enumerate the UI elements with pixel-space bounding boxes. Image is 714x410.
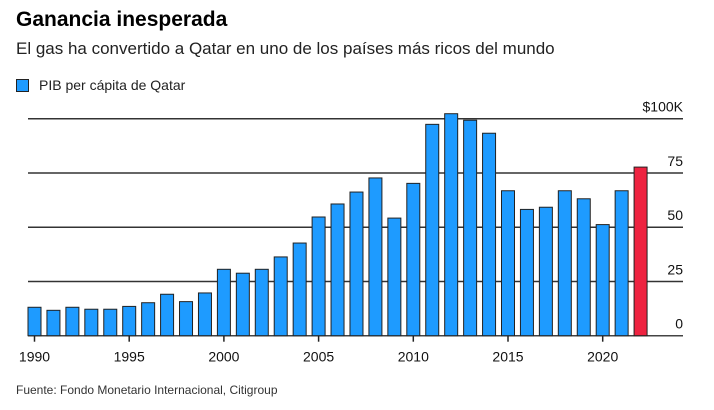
y-tick-label: 75 xyxy=(667,153,683,169)
bar-2022 xyxy=(633,166,648,337)
bar-2004 xyxy=(292,242,307,337)
bar-2017 xyxy=(538,206,553,337)
x-tick-label: 1995 xyxy=(114,349,145,365)
bar-1993 xyxy=(84,308,99,337)
bar-2005 xyxy=(311,216,326,337)
bar-1990 xyxy=(27,306,42,337)
bar-2013 xyxy=(463,119,478,337)
bar-2021 xyxy=(614,190,629,337)
bar-2002 xyxy=(254,268,269,337)
bar-2011 xyxy=(425,123,440,337)
bar-2010 xyxy=(406,182,421,337)
bar-1994 xyxy=(103,308,118,337)
bar-2016 xyxy=(519,208,534,337)
bar-2000 xyxy=(216,268,231,337)
legend: PIB per cápita de Qatar xyxy=(16,77,185,93)
legend-label: PIB per cápita de Qatar xyxy=(39,77,186,93)
x-tick-label: 1990 xyxy=(19,349,50,365)
bar-2019 xyxy=(576,198,591,337)
bar-1999 xyxy=(197,292,212,337)
bar-2008 xyxy=(368,177,383,337)
chart-title: Ganancia inesperada xyxy=(16,8,228,31)
bar-2009 xyxy=(387,217,402,337)
bar-2006 xyxy=(330,203,345,337)
source-note: Fuente: Fondo Monetario Internacional, C… xyxy=(16,383,278,397)
bar-1995 xyxy=(122,305,137,337)
x-tick-label: 2020 xyxy=(587,349,618,365)
bar-2020 xyxy=(595,224,610,337)
bar-2012 xyxy=(444,113,459,337)
x-tick-label: 2010 xyxy=(398,349,429,365)
y-tick-label: 50 xyxy=(667,207,683,223)
bar-1998 xyxy=(179,301,194,337)
legend-swatch xyxy=(16,78,29,92)
bar-2007 xyxy=(349,191,364,337)
x-tick-label: 2000 xyxy=(208,349,239,365)
bar-1997 xyxy=(160,293,175,337)
x-tick-label: 2015 xyxy=(492,349,523,365)
bar-2018 xyxy=(557,190,572,337)
bar-2001 xyxy=(235,272,250,337)
bar-2015 xyxy=(501,190,515,337)
y-tick-label: 0 xyxy=(675,316,683,332)
bar-1996 xyxy=(141,302,156,337)
x-tick-label: 2005 xyxy=(303,349,334,365)
y-tick-label: 25 xyxy=(667,261,683,277)
bar-1992 xyxy=(65,306,80,337)
bar-2014 xyxy=(482,132,497,337)
chart-subtitle: El gas ha convertido a Qatar en uno de l… xyxy=(16,39,555,58)
y-tick-label: $100K xyxy=(643,99,684,115)
bar-2003 xyxy=(273,256,288,337)
bar-1991 xyxy=(46,309,61,337)
